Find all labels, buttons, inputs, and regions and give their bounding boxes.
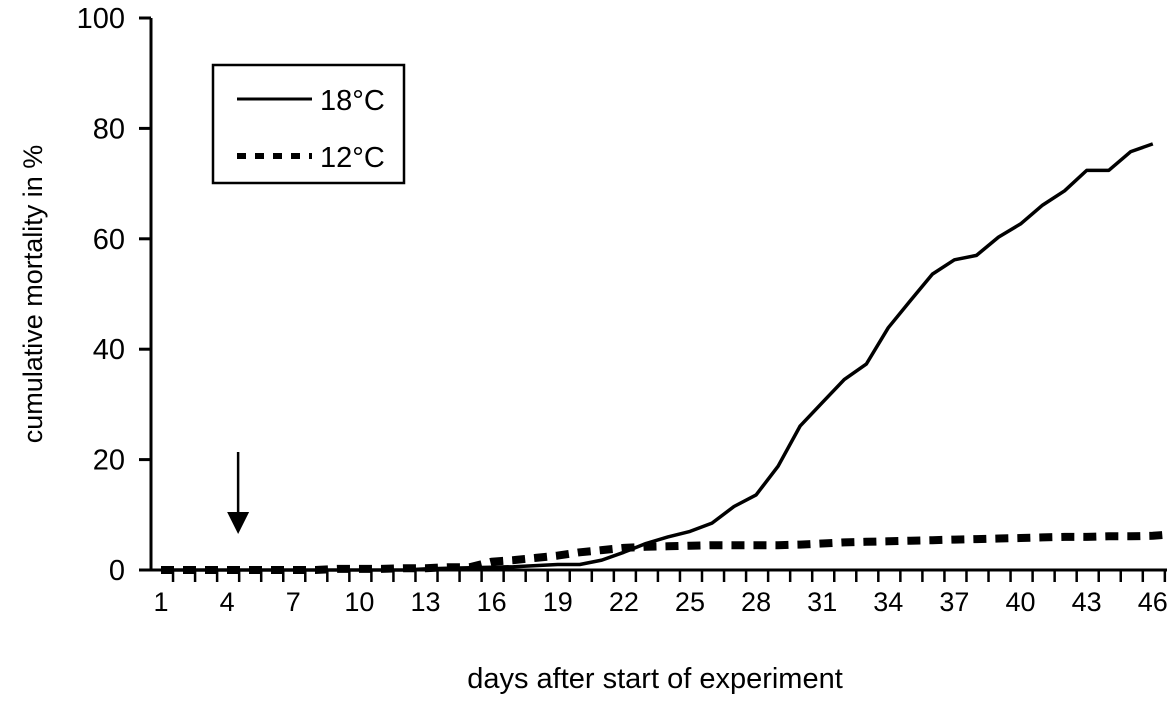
legend: 18°C 12°C: [211, 63, 406, 185]
x-tick-label: 31: [807, 587, 837, 617]
y-tick-label: 20: [93, 445, 125, 477]
x-tick-label: 43: [1072, 587, 1102, 617]
series-line-18c: [161, 142, 1154, 572]
axes: 0 20 40 60 80 100 1 4 7 10 13 16 19 22 25 28 31 34 37 40 43 4…: [77, 3, 1167, 617]
x-tick-label: 28: [741, 587, 771, 617]
arrow-down-icon: [227, 512, 250, 534]
x-tick-label: 46: [1138, 587, 1167, 617]
y-tick-label: 0: [109, 555, 125, 587]
legend-box: [211, 63, 406, 185]
legend-label-18c: 18°C: [320, 85, 385, 117]
y-tick-label: 80: [93, 113, 125, 145]
legend-label-12c: 12°C: [320, 142, 385, 174]
x-tick-label: 13: [410, 587, 440, 617]
x-tick-label: 22: [609, 587, 639, 617]
x-tick-label: 4: [220, 587, 235, 617]
x-tick-label: 1: [153, 587, 168, 617]
x-tick-label: 16: [477, 587, 507, 617]
y-axis-label: cumulative mortality in %: [18, 145, 48, 444]
y-tick-label: 60: [93, 224, 125, 256]
arrow-annotation: [227, 452, 250, 534]
x-tick-label: 25: [675, 587, 705, 617]
y-tick-label: 100: [77, 3, 125, 35]
x-axis-label: days after start of experiment: [467, 663, 843, 695]
y-tick-label: 40: [93, 334, 125, 366]
x-tick-label: 37: [939, 587, 969, 617]
x-tick-label: 10: [344, 587, 374, 617]
x-tick-label: 34: [873, 587, 903, 617]
x-tick-label: 7: [286, 587, 301, 617]
series-line-12c: [161, 530, 1167, 574]
x-tick-label: 19: [543, 587, 573, 617]
x-tick-label: 40: [1006, 587, 1036, 617]
series-group: [161, 142, 1167, 574]
